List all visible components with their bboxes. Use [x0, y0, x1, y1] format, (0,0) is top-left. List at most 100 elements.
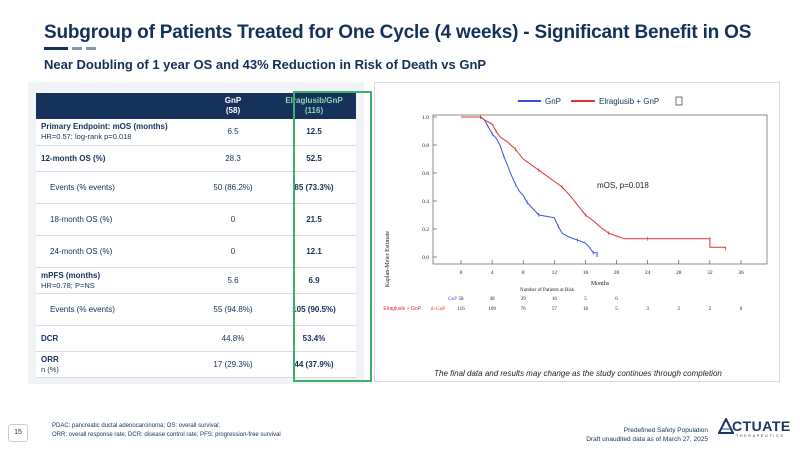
y-ticks: 0.0 0.2 0.4 0.6 0.8 1.0 — [422, 115, 437, 261]
risk-count-gnp: 16 — [552, 297, 558, 302]
risk-count-elra: 109 — [488, 307, 496, 312]
row-label: 24-month OS (%) — [36, 235, 194, 268]
row-label: Events (% events) — [36, 293, 194, 326]
y-tick-label: 0.8 — [422, 143, 429, 149]
y-axis-label: Kaplan-Meier Estimate — [385, 231, 391, 287]
risk-count-gnp: 0 — [615, 297, 618, 302]
footer-line-1: Predefined Safety Population — [623, 427, 708, 434]
risk-count-elra: 76 — [521, 307, 527, 312]
page-number: 15 — [8, 424, 28, 442]
x-tick-label: 16 — [583, 270, 589, 276]
header-elra-label: Elraglusib/GnP — [285, 96, 343, 105]
cell-gnp: 50 (86.2%) — [194, 171, 272, 204]
x-ticks: 0 4 8 12 16 20 24 28 32 36 — [460, 260, 744, 276]
legend-pin-icon — [675, 96, 683, 106]
table-row: DCR 44.8% 53.4% — [36, 325, 356, 352]
risk-label-gnp: GnP — [448, 297, 457, 302]
header-gnp: GnP (58) — [194, 93, 272, 119]
table-row: Events (% events) 55 (94.8%) 105 (90.5%) — [36, 293, 356, 326]
row-label: Events (% events) — [36, 171, 194, 204]
y-tick-label: 0.0 — [422, 255, 429, 261]
risk-label-elra-prefix: Elraglusib + GnP — [383, 306, 421, 312]
row-label: 18-month OS (%) — [36, 203, 194, 236]
row-label: Primary Endpoint: mOS (months) HR=0.57; l… — [36, 119, 194, 146]
x-tick-label: 8 — [522, 270, 525, 276]
row-sublabel: n (%) — [41, 364, 59, 374]
table-row: mPFS (months) HR=0.78; P=NS 5.6 6.9 — [36, 267, 356, 294]
cell-gnp: 44.8% — [194, 325, 272, 352]
row-label-text: ORR — [41, 354, 59, 364]
risk-count-elra: 2 — [678, 307, 681, 312]
cell-elra: 12.5 — [272, 119, 356, 146]
row-label: DCR — [36, 325, 194, 352]
cell-gnp: 17 (29.3%) — [194, 351, 272, 378]
y-tick-label: 0.2 — [422, 227, 429, 233]
risk-count-gnp: 5 — [584, 297, 587, 302]
risk-count-elra: 3 — [646, 307, 649, 312]
table-row: 18-month OS (%) 0 21.5 — [36, 203, 356, 236]
cell-gnp: 5.6 — [194, 267, 272, 294]
cell-elra: 52.5 — [272, 145, 356, 172]
row-label: ORR n (%) — [36, 351, 194, 378]
y-tick-label: 0.4 — [422, 199, 429, 205]
header-blank — [36, 93, 194, 119]
y-tick-label: 0.6 — [422, 171, 429, 177]
risk-count-gnp: 58 — [459, 297, 465, 302]
cell-gnp: 55 (94.8%) — [194, 293, 272, 326]
risk-label-elra: d+GnP — [431, 307, 445, 312]
risk-count-gnp: 29 — [521, 297, 527, 302]
table-header-row: GnP (58) Elraglusib/GnP (116) — [36, 93, 356, 119]
risk-count-elra: 57 — [552, 307, 558, 312]
km-curve-gnp — [461, 116, 598, 257]
table-row: ORR n (%) 17 (29.3%) 44 (37.9%) — [36, 351, 356, 378]
header-elra-n: (116) — [304, 106, 324, 115]
mos-annotation: mOS, p=0.018 — [597, 181, 649, 190]
cell-gnp: 0 — [194, 235, 272, 268]
plot-frame — [432, 114, 768, 265]
km-chart-panel: GnP Elraglusib + GnP Kaplan-Meier Estima… — [374, 82, 780, 382]
cell-elra: 53.4% — [272, 325, 356, 352]
risk-count-elra: 116 — [457, 307, 465, 312]
comparison-table: GnP (58) Elraglusib/GnP (116) Primary En… — [36, 93, 356, 378]
header-gnp-label: GnP — [224, 96, 242, 105]
cell-elra: 85 (73.3%) — [272, 171, 356, 204]
y-tick-label: 1.0 — [422, 115, 429, 121]
survival-curves — [461, 115, 726, 257]
x-tick-label: 12 — [552, 270, 558, 276]
chart-disclaimer: The final data and results may change as… — [434, 369, 722, 378]
cell-elra: 21.5 — [272, 203, 356, 236]
x-tick-label: 0 — [460, 270, 463, 276]
logo-mark-icon — [718, 418, 734, 434]
cell-elra: 105 (90.5%) — [272, 293, 356, 326]
risk-count-elra: 5 — [615, 307, 618, 312]
x-tick-label: 4 — [491, 270, 494, 276]
table-row: Events (% events) 50 (86.2%) 85 (73.3%) — [36, 171, 356, 204]
footer-data-note: Predefined Safety Population Draft unaud… — [586, 426, 708, 444]
cell-elra: 6.9 — [272, 267, 356, 294]
logo-text: CTUATE — [732, 418, 791, 434]
slide-subtitle: Near Doubling of 1 year OS and 43% Reduc… — [44, 57, 487, 72]
risk-count-elra: 0 — [740, 307, 743, 312]
footnote-line-2: ORR: overall response rate; DCR: disease… — [52, 432, 281, 438]
table-row: Primary Endpoint: mOS (months) HR=0.57; l… — [36, 119, 356, 146]
row-label-text: Primary Endpoint: mOS (months) — [41, 122, 168, 132]
row-label-text: mPFS (months) — [41, 270, 101, 280]
cell-gnp: 28.3 — [194, 145, 272, 172]
km-curve-elraglusib — [461, 116, 726, 249]
risk-count-gnp: 48 — [490, 297, 496, 302]
legend-elra-label: Elraglusib + GnP — [599, 97, 659, 106]
cell-gnp: 0 — [194, 203, 272, 236]
slide-title: Subgroup of Patients Treated for One Cyc… — [44, 22, 752, 43]
risk-count-elra: 2 — [709, 307, 712, 312]
row-sublabel: HR=0.57; log-rank p=0.018 — [41, 132, 132, 142]
footnote: PDAC: pancreatic ductal adenocarcinoma; … — [52, 422, 281, 440]
km-chart: GnP Elraglusib + GnP Kaplan-Meier Estima… — [383, 96, 768, 312]
cell-elra: 44 (37.9%) — [272, 351, 356, 378]
row-label: 12-month OS (%) — [36, 145, 194, 172]
risk-table-title: Number of Patients at Risk — [520, 288, 575, 293]
legend-gnp-label: GnP — [545, 97, 561, 106]
company-logo: CTUATE THERAPEUTICS — [718, 418, 790, 440]
row-sublabel: HR=0.78; P=NS — [41, 280, 95, 290]
header-elraglusib: Elraglusib/GnP (116) — [272, 93, 356, 119]
x-tick-label: 32 — [707, 270, 713, 276]
